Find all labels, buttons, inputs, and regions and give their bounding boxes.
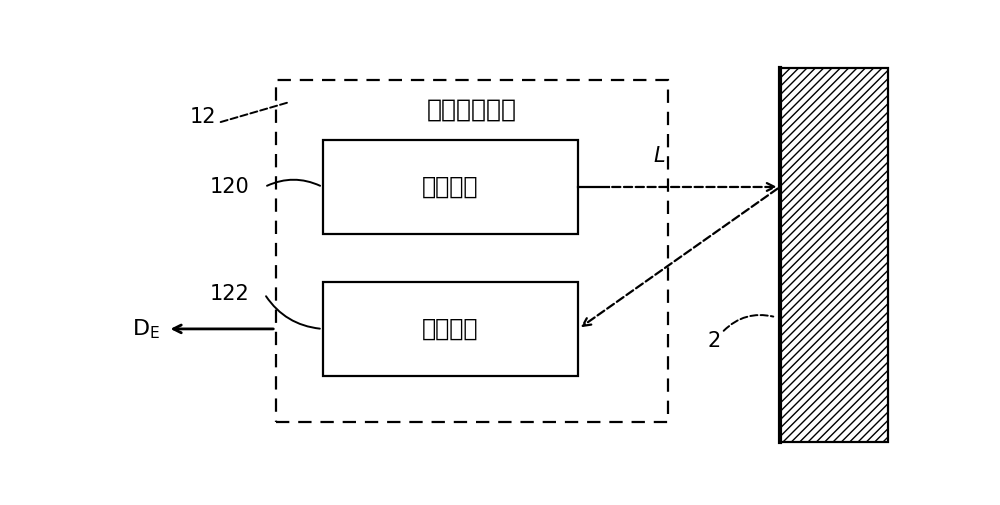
Bar xyxy=(780,68,888,442)
Text: $\mathrm{D}_\mathrm{E}$: $\mathrm{D}_\mathrm{E}$ xyxy=(132,317,160,341)
Text: 发射单元: 发射单元 xyxy=(422,175,479,199)
Text: 122: 122 xyxy=(210,284,250,304)
Bar xyxy=(276,80,668,422)
Text: 120: 120 xyxy=(210,177,250,197)
Text: 接近式传感器: 接近式传感器 xyxy=(427,97,517,121)
Text: 12: 12 xyxy=(189,107,216,127)
Bar xyxy=(323,282,578,376)
Bar xyxy=(323,140,578,234)
Text: L: L xyxy=(654,145,666,166)
Text: 2: 2 xyxy=(707,331,721,350)
Text: 接收单元: 接收单元 xyxy=(422,317,479,341)
